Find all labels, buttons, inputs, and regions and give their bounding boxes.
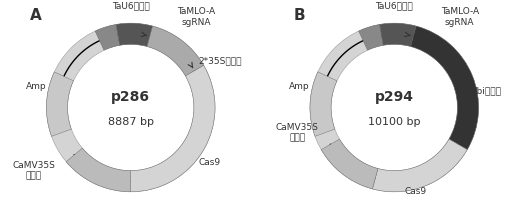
Text: TaMLO-A
sgRNA: TaMLO-A sgRNA (440, 7, 479, 27)
Wedge shape (95, 25, 120, 50)
Text: B: B (293, 8, 304, 23)
Wedge shape (372, 139, 467, 192)
Wedge shape (46, 23, 215, 192)
Text: p294: p294 (375, 90, 414, 104)
Text: Ubi启动子: Ubi启动子 (470, 86, 501, 95)
Wedge shape (380, 23, 416, 46)
Wedge shape (310, 23, 479, 192)
Text: 2*35S启动子: 2*35S启动子 (198, 57, 242, 66)
Text: 10100 bp: 10100 bp (368, 117, 421, 127)
Text: CaMV35S
终止子: CaMV35S 终止子 (276, 123, 319, 143)
Text: Amp: Amp (289, 82, 310, 91)
Text: Cas9: Cas9 (198, 158, 220, 167)
Text: CaMV35S
终止子: CaMV35S 终止子 (13, 161, 55, 180)
Text: Amp: Amp (26, 82, 46, 91)
Wedge shape (310, 72, 337, 136)
Wedge shape (46, 72, 74, 136)
Text: Cas9: Cas9 (404, 187, 426, 196)
Wedge shape (359, 25, 383, 50)
Wedge shape (147, 26, 204, 76)
Text: A: A (29, 8, 41, 23)
Text: TaU6启动子: TaU6启动子 (375, 2, 413, 11)
Wedge shape (116, 23, 153, 46)
Wedge shape (66, 148, 131, 192)
Text: p286: p286 (111, 90, 150, 104)
Wedge shape (411, 26, 479, 150)
Wedge shape (131, 65, 215, 192)
Text: TaMLO-A
sgRNA: TaMLO-A sgRNA (177, 7, 215, 27)
Text: TaU6启动子: TaU6启动子 (112, 2, 150, 11)
Text: 8887 bp: 8887 bp (108, 117, 154, 127)
Wedge shape (321, 139, 378, 189)
